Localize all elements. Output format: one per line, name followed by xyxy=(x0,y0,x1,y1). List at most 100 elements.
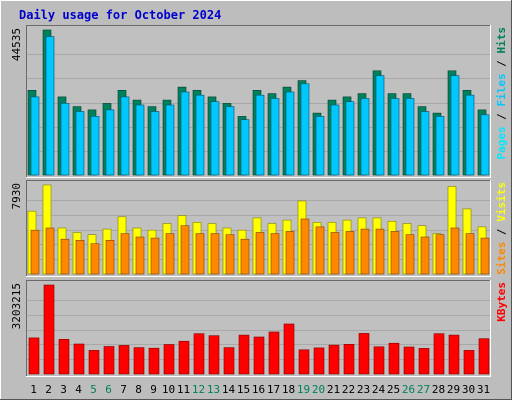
bar-sites-day-26 xyxy=(405,234,415,275)
bar-kbytes-day-1 xyxy=(28,337,40,375)
bar-sites-day-19 xyxy=(300,218,310,275)
bar-sites-day-5 xyxy=(90,243,100,275)
bar-pages-day-14 xyxy=(226,107,234,175)
bar-pages-day-6 xyxy=(106,110,114,175)
bar-kbytes-day-31 xyxy=(478,338,490,375)
bar-kbytes-day-25 xyxy=(388,342,400,375)
bar-kbytes-day-2 xyxy=(43,284,55,375)
bar-kbytes-day-4 xyxy=(73,343,85,375)
bar-kbytes-day-3 xyxy=(58,338,70,375)
bar-kbytes-day-27 xyxy=(418,348,430,375)
bar-kbytes-day-10 xyxy=(163,344,175,375)
legend-sites: Sites xyxy=(495,242,508,275)
bar-pages-day-4 xyxy=(76,112,84,176)
bar-sites-day-22 xyxy=(345,231,355,275)
bar-pages-day-16 xyxy=(256,95,264,175)
bar-kbytes-day-7 xyxy=(118,345,130,375)
y-max-label: 7930 xyxy=(10,183,23,210)
bar-sites-day-9 xyxy=(150,237,160,275)
bar-pages-day-9 xyxy=(151,112,159,176)
day-label-25: 25 xyxy=(387,383,400,396)
bar-files-day-4 xyxy=(75,111,85,176)
bar-files-day-15 xyxy=(240,119,250,176)
visits-sites-panel: 7930 Sites / Visits xyxy=(10,180,508,277)
panel-legend: Sites / Visits xyxy=(495,182,508,275)
day-label-10: 10 xyxy=(162,383,175,396)
bar-pages-day-18 xyxy=(286,92,294,175)
day-label-28: 28 xyxy=(432,383,445,396)
day-label-22: 22 xyxy=(342,383,355,396)
bar-kbytes-day-6 xyxy=(103,346,115,375)
bar-sites-day-16 xyxy=(255,232,265,275)
bar-files-day-2 xyxy=(45,36,55,176)
day-label-20: 20 xyxy=(312,383,325,396)
bar-files-day-10 xyxy=(165,104,175,176)
bar-files-day-7 xyxy=(120,96,130,176)
bar-pages-day-29 xyxy=(451,76,459,175)
bar-files-day-16 xyxy=(255,94,265,176)
legend-hits: Hits xyxy=(495,27,508,54)
bar-kbytes-day-12 xyxy=(193,333,205,375)
legend-files: Files xyxy=(495,73,508,106)
bar-sites-day-25 xyxy=(390,231,400,275)
bar-files-day-31 xyxy=(480,114,490,176)
bar-files-day-29 xyxy=(450,75,460,176)
day-label-8: 8 xyxy=(135,383,142,396)
bar-kbytes-day-28 xyxy=(433,333,445,375)
bar-pages-day-2 xyxy=(46,37,54,175)
bar-files-day-30 xyxy=(465,94,475,176)
bar-kbytes-day-17 xyxy=(268,331,280,375)
bar-kbytes-day-23 xyxy=(358,333,370,375)
day-label-19: 19 xyxy=(297,383,310,396)
bar-sites-day-12 xyxy=(195,233,205,275)
bar-kbytes-day-15 xyxy=(238,334,250,375)
day-label-30: 30 xyxy=(462,383,475,396)
bar-sites-day-3 xyxy=(60,238,70,275)
bar-files-day-11 xyxy=(180,91,190,176)
legend-visits: Visits xyxy=(495,182,508,222)
bar-sites-day-1 xyxy=(30,229,40,275)
day-label-16: 16 xyxy=(252,383,265,396)
legend-separator: / xyxy=(495,222,508,242)
bar-pages-day-8 xyxy=(136,105,144,175)
bar-kbytes-day-18 xyxy=(283,323,295,375)
day-label-27: 27 xyxy=(417,383,430,396)
bar-sites-day-15 xyxy=(240,238,250,275)
bar-files-day-8 xyxy=(135,104,145,176)
day-label-24: 24 xyxy=(372,383,386,396)
bar-files-day-18 xyxy=(285,91,295,176)
bar-pages-day-23 xyxy=(361,99,369,176)
bar-pages-day-31 xyxy=(481,115,489,175)
bar-files-day-13 xyxy=(210,101,220,176)
day-label-26: 26 xyxy=(402,383,415,396)
bar-files-day-5 xyxy=(90,116,100,176)
day-label-13: 13 xyxy=(207,383,220,396)
bar-files-day-22 xyxy=(345,101,355,176)
day-label-4: 4 xyxy=(75,383,82,396)
bar-sites-day-27 xyxy=(420,236,430,275)
bar-pages-day-25 xyxy=(391,99,399,176)
bar-kbytes-day-29 xyxy=(448,334,460,375)
bar-pages-day-28 xyxy=(436,116,444,175)
bar-sites-day-8 xyxy=(135,236,145,275)
bar-sites-day-11 xyxy=(180,225,190,275)
day-label-5: 5 xyxy=(90,383,97,396)
bar-kbytes-day-22 xyxy=(343,343,355,375)
day-label-29: 29 xyxy=(447,383,460,396)
bar-pages-day-24 xyxy=(376,76,384,175)
bar-pages-day-26 xyxy=(406,99,414,176)
bar-pages-day-27 xyxy=(421,112,429,176)
day-label-23: 23 xyxy=(357,383,370,396)
day-label-15: 15 xyxy=(237,383,250,396)
hits-files-pages-panel: 44535 Pages / Files / Hits xyxy=(10,25,508,178)
bar-sites-day-13 xyxy=(210,233,220,275)
day-label-17: 17 xyxy=(267,383,280,396)
bar-files-day-26 xyxy=(405,98,415,176)
bar-kbytes-day-30 xyxy=(463,350,475,375)
bar-pages-day-19 xyxy=(301,84,309,175)
bar-pages-day-11 xyxy=(181,92,189,175)
bar-sites-day-2 xyxy=(45,227,55,275)
day-label-31: 31 xyxy=(477,383,490,396)
bar-kbytes-day-19 xyxy=(298,349,310,375)
